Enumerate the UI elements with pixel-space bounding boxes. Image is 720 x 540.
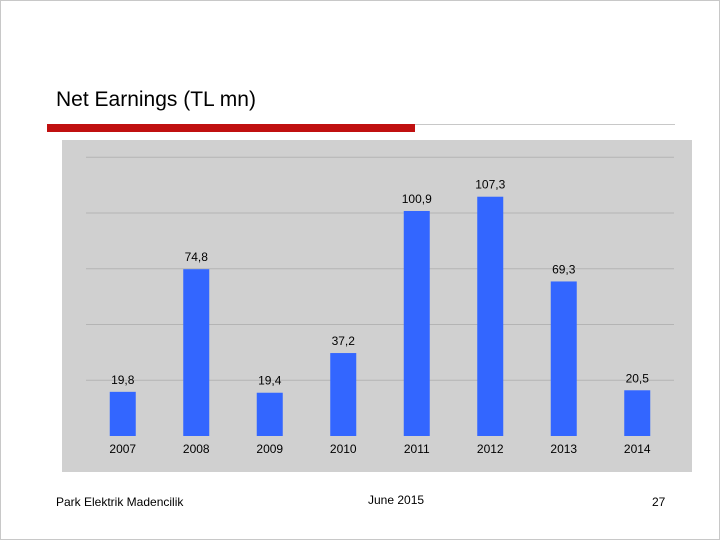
page-number: 27 [652,495,666,509]
data-label-2008: 74,8 [185,250,209,264]
x-tick-label-2014: 2014 [624,442,651,456]
x-tick-label-2007: 2007 [109,442,136,456]
x-tick-label-2012: 2012 [477,442,504,456]
x-tick-label-2011: 2011 [404,442,430,456]
footer-company-name: Park Elektrik Madencilik [56,495,184,509]
data-label-2009: 19,4 [258,374,282,388]
x-tick-label-2008: 2008 [183,442,210,456]
data-label-2010: 37,2 [332,334,356,348]
data-label-2007: 19,8 [111,373,135,387]
title-divider-line [415,124,675,125]
x-tick-label-2013: 2013 [550,442,577,456]
chart-plot-area: 19,8 2007 74,8 2008 19,4 2009 37,2 2010 100,9 201… [62,140,692,472]
title-accent-rule [47,124,415,132]
data-label-2011: 100,9 [402,192,432,206]
bar-2012 [477,196,504,436]
net-earnings-bar-chart: 19,8 2007 74,8 2008 19,4 2009 37,2 2010 100,9 201… [86,156,674,456]
bar-2007 [109,391,136,436]
bar-2008 [183,269,210,436]
data-label-2014: 20,5 [626,371,650,385]
data-label-2013: 69,3 [552,262,576,276]
bar-2014 [624,390,651,436]
data-label-2012: 107,3 [475,178,505,192]
page-title: Net Earnings (TL mn) [56,88,256,111]
bar-2011 [403,210,430,436]
bar-2010 [330,353,357,436]
x-tick-label-2010: 2010 [330,442,357,456]
bar-2009 [256,392,283,436]
bar-2013 [550,281,577,436]
footer-date: June 2015 [368,493,425,507]
x-tick-label-2009: 2009 [256,442,283,456]
